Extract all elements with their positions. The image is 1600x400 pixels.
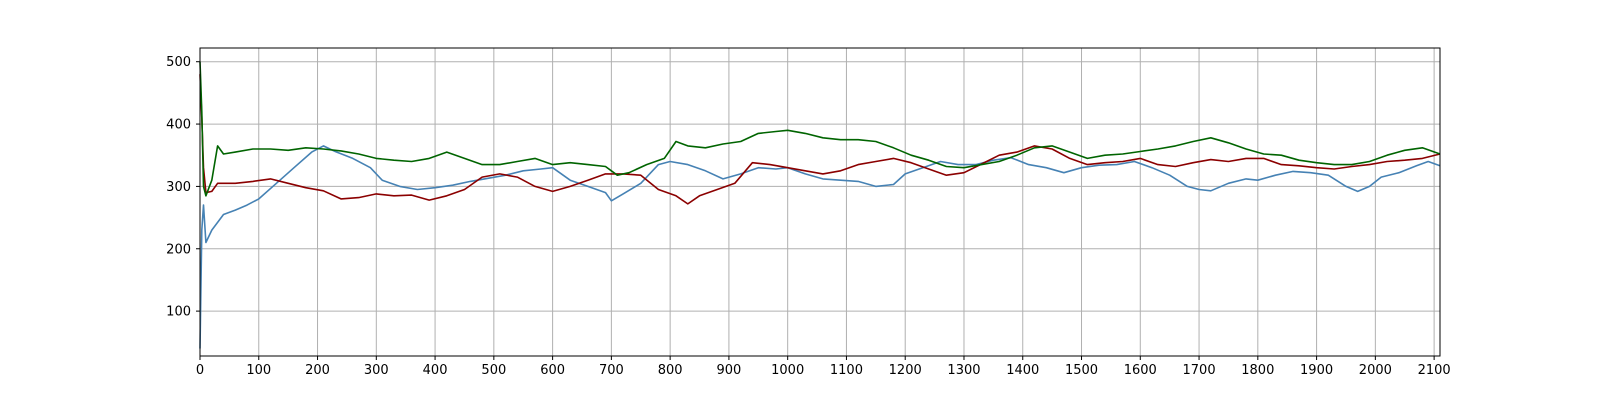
- y-tick-label: 200: [166, 242, 191, 257]
- x-tick-label: 800: [658, 363, 683, 378]
- x-tick-label: 1000: [771, 363, 804, 378]
- x-tick-label: 500: [481, 363, 506, 378]
- x-tick-label: 1200: [889, 363, 922, 378]
- plot-background: [200, 48, 1440, 356]
- series-line-1: [199, 145, 1441, 349]
- x-tick-label: 0: [196, 363, 204, 378]
- x-tick-label: 100: [246, 363, 271, 378]
- y-tick-label: 500: [166, 55, 191, 70]
- x-tick-label: 200: [305, 363, 330, 378]
- series-line-3: [199, 61, 1441, 197]
- y-tick-label: 300: [166, 180, 191, 195]
- series-group: [199, 61, 1441, 349]
- x-tick-label: 400: [423, 363, 448, 378]
- y-tick-label: 400: [166, 118, 191, 133]
- x-tick-label: 1100: [830, 363, 863, 378]
- grid: [199, 48, 1440, 356]
- x-tick-label: 300: [364, 363, 389, 378]
- ticks: 0 100 200 300 400 500 600 700 800 900 1000 1100 1200…: [166, 55, 1450, 378]
- x-tick-label: 1300: [947, 363, 980, 378]
- x-tick-label: 2100: [1418, 363, 1451, 378]
- series-line-2: [199, 74, 1441, 205]
- x-tick-label: 1400: [1006, 363, 1039, 378]
- axes-frame: [199, 47, 1441, 357]
- x-tick-label: 1600: [1124, 363, 1157, 378]
- x-tick-label: 900: [716, 363, 741, 378]
- x-tick-label: 2000: [1359, 363, 1392, 378]
- x-tick-label: 1900: [1300, 363, 1333, 378]
- x-tick-label: 1700: [1183, 363, 1216, 378]
- x-tick-label: 1500: [1065, 363, 1098, 378]
- x-tick-label: 700: [599, 363, 624, 378]
- y-tick-label: 100: [166, 305, 191, 320]
- x-tick-label: 600: [540, 363, 565, 378]
- x-tick-label: 1800: [1241, 363, 1274, 378]
